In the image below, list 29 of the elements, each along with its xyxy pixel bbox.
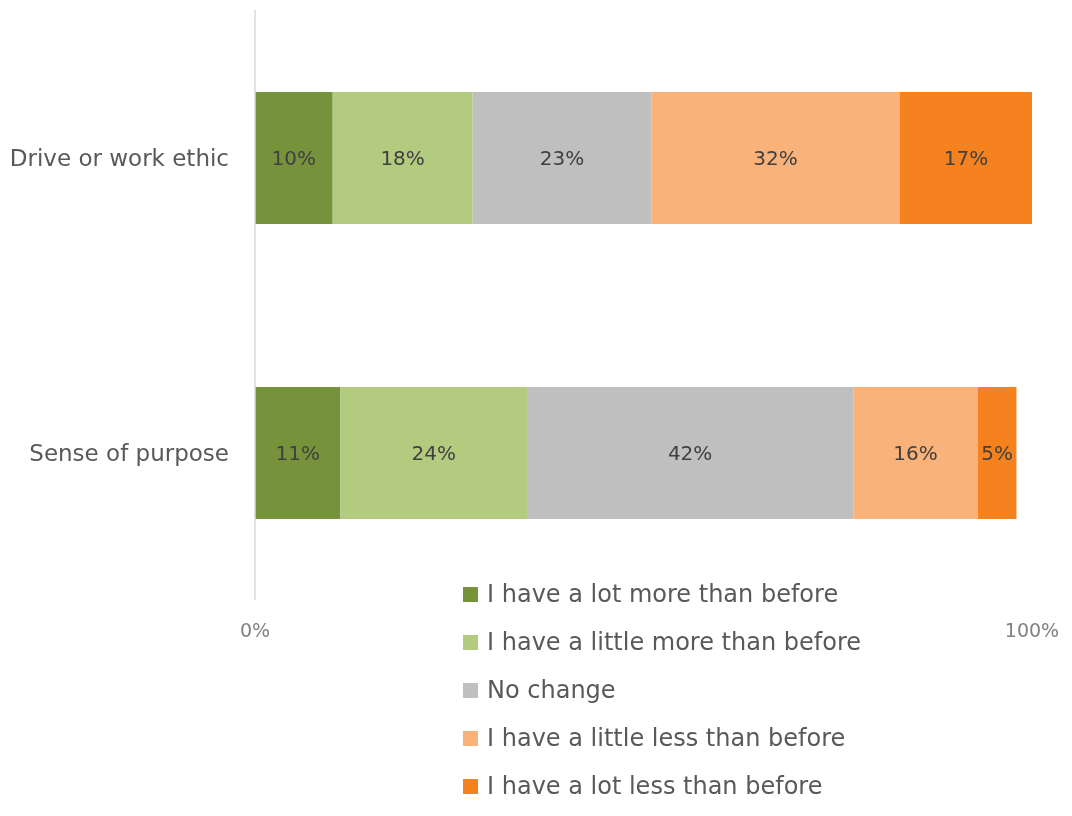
bar — [899, 92, 1032, 224]
bar — [853, 387, 978, 519]
data-label: 18% — [380, 146, 425, 170]
data-label: 10% — [271, 146, 317, 170]
legend-label: I have a lot less than before — [487, 772, 823, 800]
bar — [472, 92, 652, 224]
data-label: 11% — [275, 441, 320, 465]
legend-label: No change — [487, 676, 616, 704]
bar — [526, 387, 854, 519]
x-tick-label: 100% — [1004, 619, 1060, 642]
legend-label: I have a little less than before — [487, 724, 846, 752]
legend-label: I have a lot more than before — [487, 580, 839, 608]
data-label: 17% — [943, 146, 989, 170]
data-label: 24% — [411, 441, 456, 465]
x-tick-label: 0% — [239, 619, 271, 642]
data-label: 42% — [667, 441, 713, 465]
bar — [340, 387, 527, 519]
bar — [255, 387, 341, 519]
bar — [255, 92, 333, 224]
data-label: 23% — [539, 146, 585, 170]
data-label: 16% — [893, 441, 938, 465]
data-label: 32% — [753, 146, 798, 170]
y-tick-label: Drive or work ethic — [9, 144, 229, 171]
bar — [332, 92, 473, 224]
bar — [977, 387, 1017, 519]
bar — [651, 92, 900, 224]
y-tick-label: Sense of purpose — [29, 439, 229, 466]
data-label: 5% — [981, 441, 1013, 465]
legend-label: I have a little more than before — [487, 628, 861, 656]
